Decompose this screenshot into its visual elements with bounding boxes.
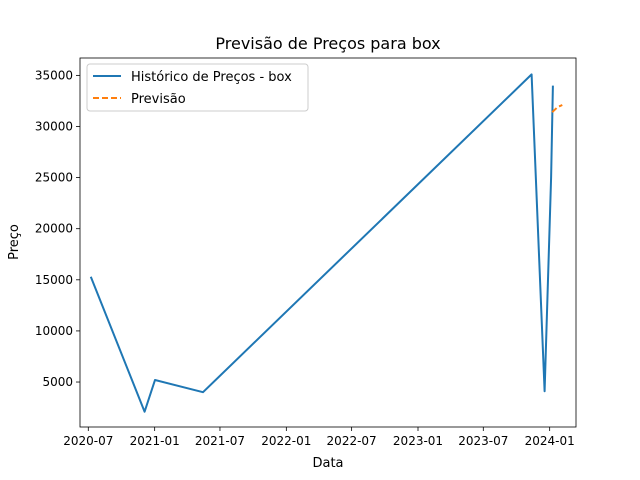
x-tick-label: 2022-07: [327, 434, 377, 448]
legend-label-history: Histórico de Preços - box: [131, 70, 292, 85]
series-layer: [89, 73, 563, 413]
x-tick-label: 2023-01: [393, 434, 443, 448]
legend: Histórico de Preços - box Previsão: [86, 63, 309, 112]
y-tick-label: 15000: [35, 273, 73, 287]
x-tick-label: 2020-07: [63, 434, 113, 448]
x-axis-label: Data: [312, 456, 343, 471]
x-tick-label: 2023-07: [458, 434, 508, 448]
forecast-line: [551, 104, 563, 113]
x-tick-label: 2024-01: [525, 434, 575, 448]
y-axis-label: Preço: [7, 224, 22, 260]
y-tick-label: 20000: [35, 222, 73, 236]
chart-title: Previsão de Preços para box: [215, 34, 440, 53]
legend-label-forecast: Previsão: [131, 92, 186, 107]
y-tick-label: 35000: [35, 68, 73, 82]
x-tick-label: 2021-07: [195, 434, 245, 448]
legend-frame: [86, 63, 309, 112]
plot-area-frame: [79, 57, 577, 428]
history-price-line: [89, 73, 554, 413]
y-tick-label: 30000: [35, 119, 73, 133]
x-tick-label: 2022-01: [261, 434, 311, 448]
y-tick-label: 5000: [42, 375, 73, 389]
x-axis: 2020-07 2021-01 2021-07 2022-01 2022-07 2023-…: [63, 427, 575, 448]
y-axis: 5000 10000 15000 20000 25000 30000 35000: [35, 68, 80, 389]
y-tick-label: 10000: [35, 324, 73, 338]
x-tick-label: 2021-01: [130, 434, 180, 448]
y-tick-label: 25000: [35, 171, 73, 185]
